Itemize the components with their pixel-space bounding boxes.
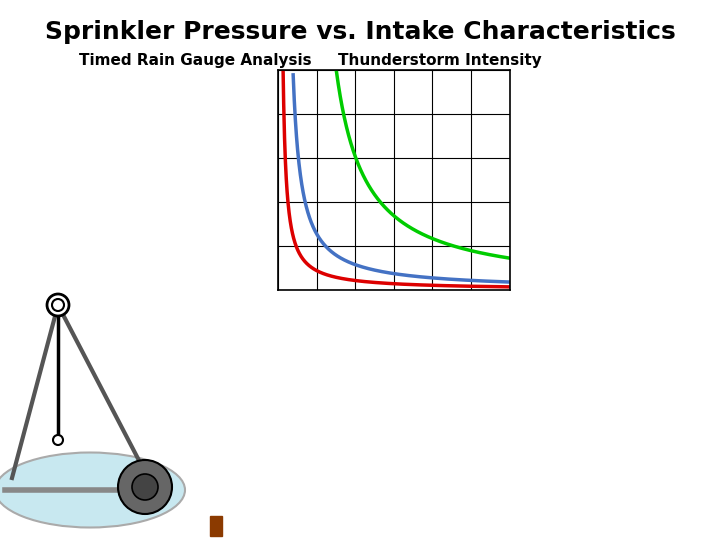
Bar (210, 516, 222, 536)
Text: Timed Rain Gauge Analysis: Timed Rain Gauge Analysis (78, 52, 311, 68)
Circle shape (118, 460, 172, 514)
Circle shape (53, 435, 63, 445)
Circle shape (132, 474, 158, 500)
Circle shape (52, 299, 64, 311)
Circle shape (47, 294, 69, 316)
Text: Thunderstorm Intensity: Thunderstorm Intensity (338, 52, 542, 68)
Ellipse shape (0, 453, 185, 528)
Text: Sprinkler Pressure vs. Intake Characteristics: Sprinkler Pressure vs. Intake Characteri… (45, 20, 675, 44)
